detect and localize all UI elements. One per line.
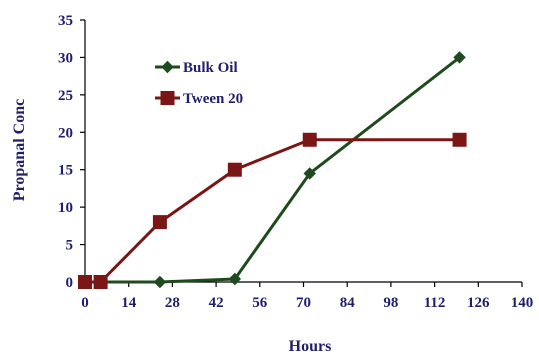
y-axis-title: Propanal Conc [11, 99, 28, 201]
legend: Bulk Oil Tween 20 [155, 60, 243, 107]
legend-item: Bulk Oil [155, 60, 238, 76]
y-tick-label: 35 [58, 13, 73, 29]
series-layer [78, 51, 467, 289]
x-tick-label: 140 [511, 295, 534, 311]
y-tick-label: 0 [66, 275, 74, 291]
legend-marker [160, 91, 175, 105]
x-tick-label: 0 [81, 295, 89, 311]
legend-label: Bulk Oil [183, 60, 238, 76]
legend-item: Tween 20 [155, 91, 243, 107]
x-axis-title: Hours [289, 338, 332, 355]
y-tick-label: 25 [58, 88, 73, 104]
y-tick-label: 20 [58, 125, 73, 141]
series-line [85, 56, 461, 284]
x-tick-label: 126 [467, 295, 490, 311]
data-point [453, 51, 466, 64]
y-tick-label: 30 [58, 50, 73, 66]
y-tick-label: 5 [66, 238, 74, 254]
legend-marker [161, 60, 174, 74]
x-tick-label: 28 [165, 295, 180, 311]
data-point [302, 132, 317, 147]
series-tween-20 [78, 132, 467, 289]
series-line [85, 138, 460, 284]
y-tick-label: 15 [58, 163, 73, 179]
data-point [152, 215, 167, 230]
x-tick-label: 14 [121, 295, 137, 311]
series-bulk-oil [78, 51, 466, 289]
x-tick-label: 42 [209, 295, 224, 311]
x-tick-label: 84 [340, 295, 356, 311]
x-tick-label: 70 [296, 295, 311, 311]
axes: 0 5 10 15 20 25 30 35 0 14 28 42 56 70 84 98 112 126 140 [58, 13, 533, 311]
x-tick-label: 56 [252, 295, 268, 311]
x-tick-label: 98 [383, 295, 398, 311]
x-tick-label: 112 [424, 295, 446, 311]
data-point [78, 275, 92, 289]
legend-label: Tween 20 [183, 91, 243, 107]
data-point [93, 275, 108, 289]
data-point [452, 132, 467, 147]
y-tick-label: 10 [58, 200, 73, 216]
data-point [227, 162, 242, 177]
data-point [153, 275, 167, 289]
data-point [303, 167, 316, 180]
data-point [228, 272, 242, 286]
